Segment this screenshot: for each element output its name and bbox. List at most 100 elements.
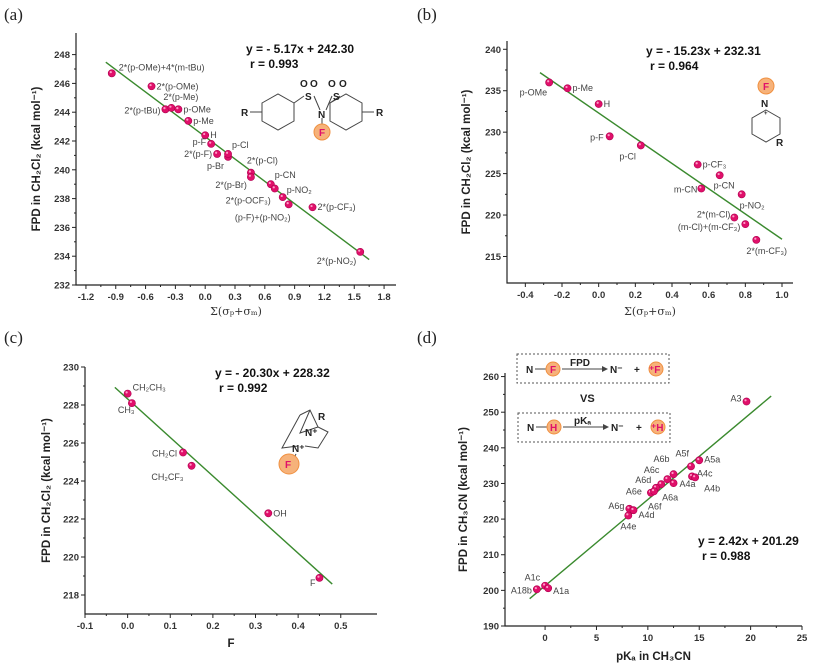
data-point-label: A6c (644, 465, 660, 475)
data-point-highlight (542, 583, 546, 586)
correlation-r: r = 0.964 (650, 59, 699, 73)
data-point (545, 78, 554, 87)
data-point-label: 2*(p-NO₂) (317, 256, 357, 266)
data-point-label: m-CN (674, 185, 698, 195)
x-tick-label: 0.9 (288, 292, 301, 303)
atom-r: R (241, 108, 249, 119)
data-point-label: p-CN (714, 180, 735, 190)
data-point-label: p-OMe (520, 87, 548, 97)
atom-n: N (318, 110, 325, 121)
chart-panel-d: (d) 0 5 10 15 20 25 190 200 210 220 230 240 250 260 FPD… (417, 328, 808, 663)
y-tick-label: 250 (483, 408, 499, 419)
panel-letter: (c) (4, 328, 23, 347)
data-point-highlight (109, 71, 112, 74)
x-tick-label: -1.2 (78, 292, 94, 303)
data-point (179, 448, 187, 457)
x-tick-label: 0.4 (665, 290, 679, 301)
x-tick-label: -0.3 (167, 292, 183, 303)
data-point (687, 462, 695, 471)
data-point-highlight (163, 107, 166, 110)
chart-panel-a: (a) -1.2 -0.9 -0.6 -0.3 0.0 0.3 0.6 0.9 1.2 1.5 1.8… (4, 5, 396, 318)
x-axis-label: Σ(σₚ+σₘ) (210, 305, 262, 318)
x-tick-label: 1.5 (348, 292, 362, 303)
data-point-label: CH₂Cl (152, 449, 177, 459)
data-point (693, 160, 702, 169)
y-tick-label: 236 (54, 223, 70, 234)
data-point-highlight (203, 132, 206, 136)
data-point-label: A6b (654, 454, 670, 464)
x-tick-label: 1.8 (377, 292, 390, 303)
x-tick-label: 5 (594, 633, 600, 644)
y-tick-label: 210 (483, 550, 499, 561)
atom-f: F (763, 82, 769, 93)
y-tick-label: 234 (54, 252, 71, 263)
data-point-label: 2*(p-tBu) (124, 105, 160, 115)
data-point-label: (p-F)+(p-NO₂) (235, 212, 291, 222)
x-tick-label: 0.2 (206, 621, 219, 632)
data-point-label: CH₂CH₃ (133, 383, 166, 393)
data-point-highlight (268, 181, 271, 185)
data-point-label: (m-Cl)+(m-CF₃) (678, 222, 740, 232)
x-tick-label: -0.6 (137, 292, 153, 303)
data-point (730, 213, 739, 222)
data-point-label: OH (273, 508, 287, 518)
y-tick-label: 260 (483, 372, 499, 383)
data-point (270, 184, 279, 193)
data-point (594, 100, 603, 108)
data-point-highlight (607, 134, 610, 137)
data-point-highlight (149, 83, 152, 87)
data-point-label: A6g (608, 501, 624, 511)
data-point-label: 2*(p-CF₃) (318, 202, 356, 212)
data-point-highlight (266, 510, 269, 514)
x-tick-label: 0.2 (629, 290, 642, 301)
y-axis-label: FPD in CH₂Cl₂ (kcal mol⁻¹) (461, 89, 473, 234)
plus-sign: + (636, 423, 642, 434)
y-tick-label: 200 (483, 586, 499, 597)
data-point-highlight (671, 480, 674, 484)
data-point-highlight (693, 475, 696, 478)
arrow-label-fpd: FPD (570, 358, 590, 369)
atom-n-plus: N⁺ (292, 444, 305, 455)
y-tick-label: 242 (54, 137, 70, 148)
data-point-highlight (744, 399, 747, 402)
data-point-label: 2*(p-F) (184, 149, 212, 159)
y-tick-label: 215 (485, 252, 502, 263)
data-point (247, 173, 255, 181)
y-axis-label: FPD in CH₂Cl₂ (kcal mol⁻¹) (41, 418, 53, 563)
data-point-label: A6f (648, 501, 662, 511)
data-point-label: 2*(m-Cl) (697, 210, 731, 220)
data-point (107, 69, 116, 78)
atom-f: F (550, 365, 556, 376)
x-tick-label: 1.0 (775, 290, 788, 301)
x-tick-label: 0.6 (258, 292, 271, 303)
correlation-r: r = 0.988 (702, 549, 751, 563)
data-point-label: p-CN (275, 170, 296, 180)
y-axis-label: FPD in CH₂Cl₂ (kcal mol⁻¹) (31, 86, 43, 231)
data-point (147, 82, 156, 91)
x-tick-label: 0.5 (334, 621, 348, 632)
y-tick-label: 228 (63, 401, 79, 412)
data-point (224, 150, 232, 158)
y-tick-label: 230 (63, 363, 79, 374)
data-point-label: A4b (704, 483, 720, 493)
y-tick-label: 230 (485, 128, 501, 139)
fit-equation: y = 2.42x + 201.29 (698, 534, 799, 548)
data-point (532, 585, 541, 594)
data-point-highlight (358, 249, 361, 252)
x-tick-label: -0.1 (77, 621, 94, 632)
n-anion: N⁻ (611, 423, 624, 434)
data-point-label: 2*(p-OMe)+4*(m-tBu) (119, 62, 205, 72)
data-point-label: 2*(p-Br) (215, 180, 247, 190)
data-point-highlight (248, 174, 252, 177)
y-tick-label: 220 (485, 211, 501, 222)
data-point-label: A4e (620, 522, 636, 532)
data-point (697, 184, 706, 193)
data-point-highlight (225, 151, 229, 154)
data-point (213, 150, 222, 158)
y-axis-label: FPD in CH₃CN (kcal mol⁻¹) (458, 427, 470, 572)
data-point-highlight (565, 85, 568, 89)
data-point (605, 132, 614, 141)
y-tick-label: 240 (485, 45, 501, 56)
atom-f: F (285, 460, 291, 471)
x-tick-label: -0.2 (554, 290, 570, 301)
